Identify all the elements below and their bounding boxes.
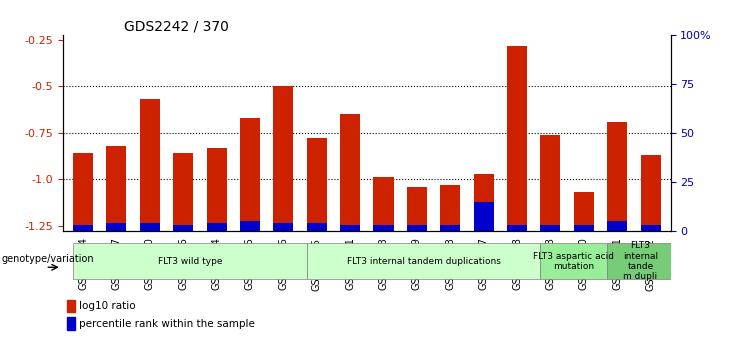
Bar xyxy=(273,87,293,231)
Bar xyxy=(440,185,460,231)
Bar xyxy=(607,244,674,279)
Bar xyxy=(207,148,227,231)
Bar xyxy=(273,223,293,231)
Bar xyxy=(307,223,327,231)
Text: FLT3 wild type: FLT3 wild type xyxy=(158,257,222,266)
Bar xyxy=(507,46,527,231)
Bar xyxy=(307,138,327,231)
Bar xyxy=(207,223,227,231)
Bar xyxy=(540,135,560,231)
Bar xyxy=(307,244,540,279)
Bar xyxy=(107,146,127,231)
Bar xyxy=(607,122,627,231)
Bar xyxy=(574,225,594,231)
Bar xyxy=(540,225,560,231)
Bar xyxy=(73,244,307,279)
Bar xyxy=(540,244,607,279)
Bar xyxy=(140,99,160,231)
Bar xyxy=(640,225,660,231)
Bar xyxy=(507,225,527,231)
Bar xyxy=(240,221,260,231)
Bar xyxy=(67,299,75,312)
Bar xyxy=(373,225,393,231)
Bar xyxy=(240,118,260,231)
Bar xyxy=(340,114,360,231)
Bar xyxy=(173,225,193,231)
Bar xyxy=(574,192,594,231)
Text: percentile rank within the sample: percentile rank within the sample xyxy=(79,319,254,329)
Bar xyxy=(473,201,494,231)
Bar xyxy=(473,174,494,231)
Text: FLT3 aspartic acid
mutation: FLT3 aspartic acid mutation xyxy=(534,252,614,271)
Bar xyxy=(73,225,93,231)
Bar xyxy=(440,225,460,231)
Bar xyxy=(407,187,427,231)
Text: FLT3 internal tandem duplications: FLT3 internal tandem duplications xyxy=(347,257,500,266)
Bar xyxy=(340,225,360,231)
Bar xyxy=(73,153,93,231)
Bar xyxy=(67,317,75,330)
Bar xyxy=(140,223,160,231)
Text: genotype/variation: genotype/variation xyxy=(1,254,94,264)
Bar xyxy=(607,221,627,231)
Bar xyxy=(173,153,193,231)
Bar xyxy=(107,223,127,231)
Text: GDS2242 / 370: GDS2242 / 370 xyxy=(124,19,229,33)
Bar xyxy=(373,177,393,231)
Text: FLT3
internal
tande
m dupli: FLT3 internal tande m dupli xyxy=(623,241,658,282)
Bar xyxy=(640,155,660,231)
Text: log10 ratio: log10 ratio xyxy=(79,301,135,311)
Bar xyxy=(407,225,427,231)
